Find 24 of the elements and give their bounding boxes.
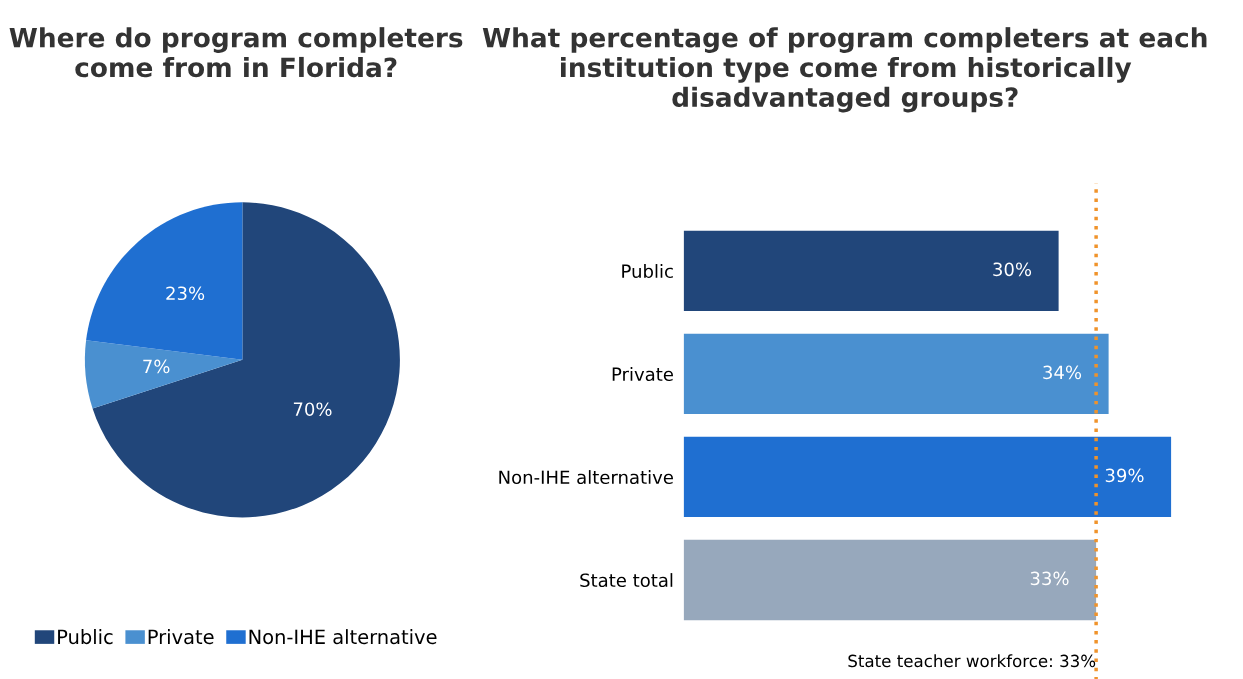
legend-label: Private — [148, 629, 214, 645]
ref-line-label: State teacher workforce: 33% — [848, 654, 1096, 668]
legend-label: Non-IHE alternative — [249, 629, 437, 645]
y-tick-label: State total — [580, 573, 673, 588]
data-label: 7% — [143, 359, 170, 374]
y-tick-label: Public — [622, 264, 673, 279]
bar — [683, 436, 1172, 518]
data-label: 33% — [1030, 571, 1069, 586]
bar — [683, 333, 1109, 415]
data-label: 34% — [1043, 365, 1082, 380]
chart-title: What percentage of program completers at each institution type come from historically disadvantaged groups? — [482, 27, 1207, 113]
pie-slice — [86, 202, 243, 360]
chart-title: Where do program completers come from in Florida? — [9, 27, 463, 78]
bar — [683, 230, 1059, 312]
pie-slice — [84, 340, 243, 409]
data-label: 23% — [166, 286, 205, 301]
data-label: 70% — [293, 402, 332, 417]
bar — [683, 539, 1097, 621]
y-tick-label: Private — [612, 367, 673, 382]
data-label: 30% — [993, 262, 1032, 277]
y-tick-label: Non-IHE alternative — [499, 470, 673, 485]
legend-label: Public — [58, 629, 113, 645]
data-label: 39% — [1105, 468, 1144, 483]
pie-slice — [92, 202, 400, 518]
